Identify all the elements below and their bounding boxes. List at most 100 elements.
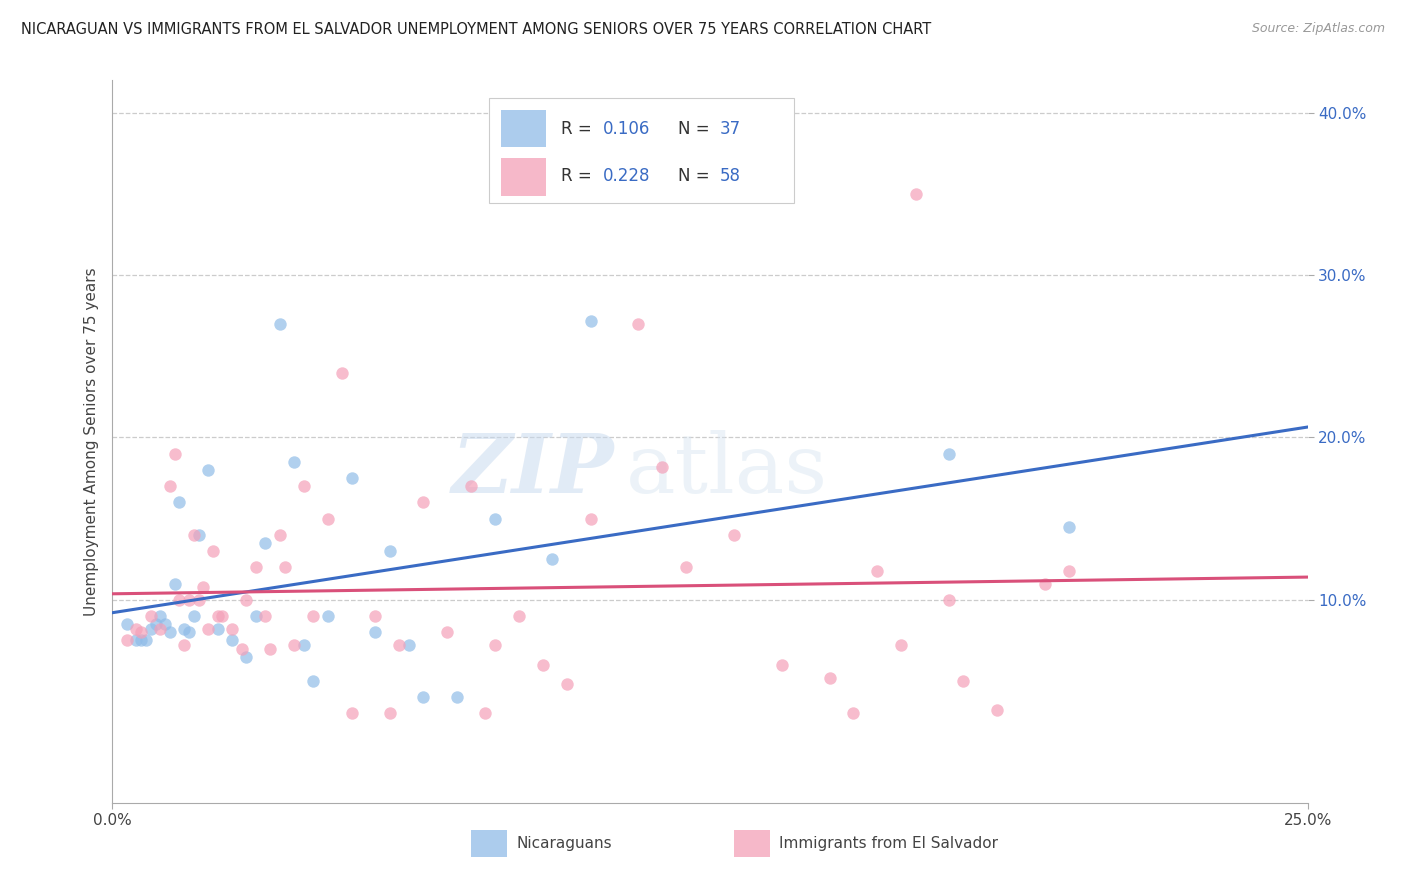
Point	[273, 560, 295, 574]
Point	[177, 592, 200, 607]
Point	[938, 592, 960, 607]
Point	[675, 560, 697, 574]
Point	[125, 633, 148, 648]
Point	[484, 511, 506, 525]
Text: 58: 58	[720, 168, 741, 186]
Text: N =: N =	[678, 168, 714, 186]
Point	[316, 511, 339, 525]
Point	[149, 622, 172, 636]
Point	[129, 625, 152, 640]
Point	[221, 633, 243, 648]
Text: Source: ZipAtlas.com: Source: ZipAtlas.com	[1251, 22, 1385, 36]
Point	[302, 609, 325, 624]
Text: ZIP: ZIP	[451, 431, 614, 510]
Point	[187, 528, 209, 542]
FancyBboxPatch shape	[734, 830, 770, 857]
Point	[378, 544, 401, 558]
Point	[770, 657, 793, 672]
Point	[235, 649, 257, 664]
Point	[412, 495, 434, 509]
Text: R =: R =	[561, 168, 596, 186]
FancyBboxPatch shape	[501, 158, 547, 196]
Point	[269, 317, 291, 331]
Point	[460, 479, 482, 493]
Point	[193, 580, 215, 594]
Point	[177, 625, 200, 640]
Point	[259, 641, 281, 656]
Point	[149, 609, 172, 624]
Point	[183, 528, 205, 542]
Point	[183, 609, 205, 624]
Point	[163, 447, 186, 461]
Point	[173, 638, 195, 652]
Point	[952, 673, 974, 688]
Point	[245, 560, 267, 574]
Point	[245, 609, 267, 624]
Point	[330, 366, 353, 380]
Point	[484, 638, 506, 652]
Point	[125, 622, 148, 636]
Point	[207, 622, 229, 636]
Text: 0.106: 0.106	[603, 120, 650, 137]
Point	[508, 609, 530, 624]
Point	[316, 609, 339, 624]
Point	[269, 528, 291, 542]
Text: Nicaraguans: Nicaraguans	[516, 836, 612, 851]
Point	[115, 617, 138, 632]
FancyBboxPatch shape	[501, 110, 547, 147]
Point	[292, 638, 315, 652]
FancyBboxPatch shape	[489, 98, 794, 203]
Text: R =: R =	[561, 120, 596, 137]
Point	[292, 479, 315, 493]
Point	[201, 544, 224, 558]
Point	[173, 622, 195, 636]
Point	[474, 706, 496, 721]
Point	[302, 673, 325, 688]
Text: Immigrants from El Salvador: Immigrants from El Salvador	[779, 836, 998, 851]
Point	[651, 459, 673, 474]
Point	[388, 638, 411, 652]
Point	[139, 622, 162, 636]
Point	[169, 592, 191, 607]
Point	[145, 617, 167, 632]
Point	[153, 617, 176, 632]
Text: N =: N =	[678, 120, 714, 137]
Point	[211, 609, 233, 624]
Point	[340, 471, 363, 485]
Point	[364, 609, 387, 624]
Point	[1057, 564, 1080, 578]
Point	[723, 528, 745, 542]
Point	[398, 638, 420, 652]
Point	[135, 633, 157, 648]
Point	[159, 625, 181, 640]
Point	[207, 609, 229, 624]
Point	[446, 690, 468, 705]
Point	[579, 313, 602, 327]
Point	[254, 536, 277, 550]
FancyBboxPatch shape	[471, 830, 508, 857]
Point	[531, 657, 554, 672]
Y-axis label: Unemployment Among Seniors over 75 years: Unemployment Among Seniors over 75 years	[83, 268, 98, 615]
Point	[904, 186, 927, 201]
Point	[115, 633, 138, 648]
Point	[169, 495, 191, 509]
Point	[1057, 520, 1080, 534]
Point	[436, 625, 458, 640]
Point	[986, 703, 1008, 717]
Text: atlas: atlas	[627, 431, 828, 510]
Point	[197, 463, 219, 477]
Point	[364, 625, 387, 640]
Point	[139, 609, 162, 624]
Point	[579, 511, 602, 525]
Point	[555, 677, 578, 691]
Text: 37: 37	[720, 120, 741, 137]
Point	[378, 706, 401, 721]
Point	[254, 609, 277, 624]
Point	[340, 706, 363, 721]
Point	[818, 671, 841, 685]
Text: NICARAGUAN VS IMMIGRANTS FROM EL SALVADOR UNEMPLOYMENT AMONG SENIORS OVER 75 YEA: NICARAGUAN VS IMMIGRANTS FROM EL SALVADO…	[21, 22, 931, 37]
Point	[1033, 576, 1056, 591]
Point	[890, 638, 912, 652]
Text: 0.228: 0.228	[603, 168, 650, 186]
Point	[129, 633, 152, 648]
